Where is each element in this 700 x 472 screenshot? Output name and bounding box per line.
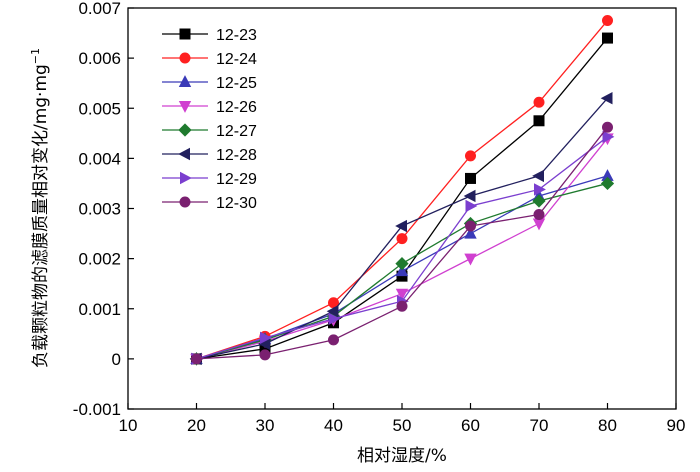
data-point-marker [464, 220, 476, 232]
legend-item: 12-28 [162, 147, 257, 164]
legend-item: 12-29 [162, 171, 257, 188]
x-tick-label: 80 [598, 416, 617, 435]
y-tick-label: 0.005 [78, 99, 121, 118]
series-12-26 [190, 133, 614, 366]
legend-item: 12-24 [162, 51, 257, 68]
legend-item: 12-23 [162, 27, 257, 44]
y-tick-label: 0.001 [78, 300, 121, 319]
y-axis-title: 负载颗粒物的滤膜质量相对变化/mg·mg−1 [29, 48, 51, 368]
series-12-23 [191, 32, 613, 365]
legend-label: 12-29 [216, 171, 257, 188]
data-point-marker [465, 199, 478, 213]
y-tick-label: 0.004 [78, 149, 121, 168]
legend-marker [178, 123, 192, 137]
data-point-marker [533, 115, 545, 127]
data-point-marker [464, 150, 476, 162]
legend-label: 12-25 [216, 75, 257, 92]
data-point-marker [533, 183, 546, 196]
legend-marker [180, 171, 192, 185]
legend-marker [178, 75, 192, 87]
x-tick-label: 20 [187, 416, 206, 435]
data-point-marker [600, 176, 615, 191]
legend-item: 12-25 [162, 75, 257, 92]
legend-item: 12-30 [162, 195, 257, 212]
legend-marker [179, 28, 191, 40]
data-point-marker [601, 32, 613, 44]
data-point-marker [532, 169, 545, 183]
data-point-marker [532, 218, 546, 231]
legend-label: 12-27 [216, 123, 257, 140]
legend-marker [178, 101, 192, 113]
data-point-marker [326, 305, 339, 318]
y-tick-label: 0.002 [78, 250, 121, 269]
legend-label: 12-23 [216, 27, 257, 44]
series-line [196, 137, 609, 360]
y-axis-title-exponent: −1 [29, 48, 42, 64]
data-point-marker [259, 331, 272, 345]
legend-item: 12-26 [162, 99, 257, 116]
data-point-marker [464, 226, 477, 239]
y-axis-title-main: 负载颗粒物的滤膜质量相对变化/mg·mg [31, 64, 51, 368]
x-tick-label: 70 [530, 416, 549, 435]
legend-marker [179, 196, 191, 208]
x-tick-label: 10 [119, 416, 138, 435]
data-point-marker [602, 130, 615, 144]
legend-item: 12-27 [162, 123, 257, 140]
legend-label: 12-26 [216, 99, 257, 116]
data-point-marker [601, 15, 613, 27]
plot-area: 10 20 30 40 50 60 70 80 90 -0.001 0 0.001 0.002 0.00… [73, 0, 686, 435]
series-layer [189, 15, 615, 366]
legend-marker [179, 52, 191, 64]
data-point-marker [395, 257, 409, 271]
data-point-marker [532, 194, 546, 208]
x-tick-label: 90 [667, 416, 686, 435]
y-axis-title-group: 负载颗粒物的滤膜质量相对变化/mg·mg−1 [29, 48, 51, 368]
legend: 12-23 12-24 12-25 12-26 12-27 12-28 12-29 12-30 [162, 27, 257, 212]
x-tick-label: 60 [461, 416, 480, 435]
legend-label: 12-30 [216, 195, 257, 212]
data-point-marker [396, 300, 408, 312]
series-12-29 [191, 130, 615, 366]
series-line [196, 136, 608, 360]
data-point-marker [600, 92, 613, 105]
data-point-marker [601, 121, 613, 133]
x-tick-label: 40 [324, 416, 343, 435]
data-point-marker [395, 219, 408, 233]
plot-frame [127, 7, 677, 410]
data-point-marker [395, 264, 409, 277]
data-point-marker [464, 172, 476, 184]
data-point-marker [533, 209, 545, 221]
y-tick-label: 0.007 [78, 0, 121, 18]
data-point-marker [533, 96, 545, 108]
data-point-marker [395, 288, 409, 301]
x-tick-label: 30 [256, 416, 275, 435]
series-12-30 [191, 121, 613, 365]
x-axis: 10 20 30 40 50 60 70 80 90 [119, 403, 686, 435]
y-tick-label: 0.006 [78, 49, 121, 68]
data-point-marker [464, 253, 477, 266]
data-point-marker [463, 189, 476, 203]
x-axis-title: 相对湿度/% [357, 446, 447, 466]
legend-marker [178, 147, 190, 161]
legend-label: 12-24 [216, 51, 257, 68]
y-tick-label: -0.001 [73, 400, 121, 419]
data-point-marker [396, 233, 408, 245]
y-tick-label: 0.003 [78, 200, 121, 219]
data-point-marker [328, 312, 341, 325]
x-tick-label: 50 [393, 416, 412, 435]
legend-label: 12-28 [216, 147, 257, 164]
data-point-marker [327, 334, 339, 346]
y-axis: -0.001 0 0.001 0.002 0.003 0.004 0.005 0.006 0.0… [73, 0, 134, 419]
y-tick-label: 0 [112, 350, 121, 369]
data-point-marker [191, 353, 203, 365]
data-point-marker [259, 349, 271, 361]
